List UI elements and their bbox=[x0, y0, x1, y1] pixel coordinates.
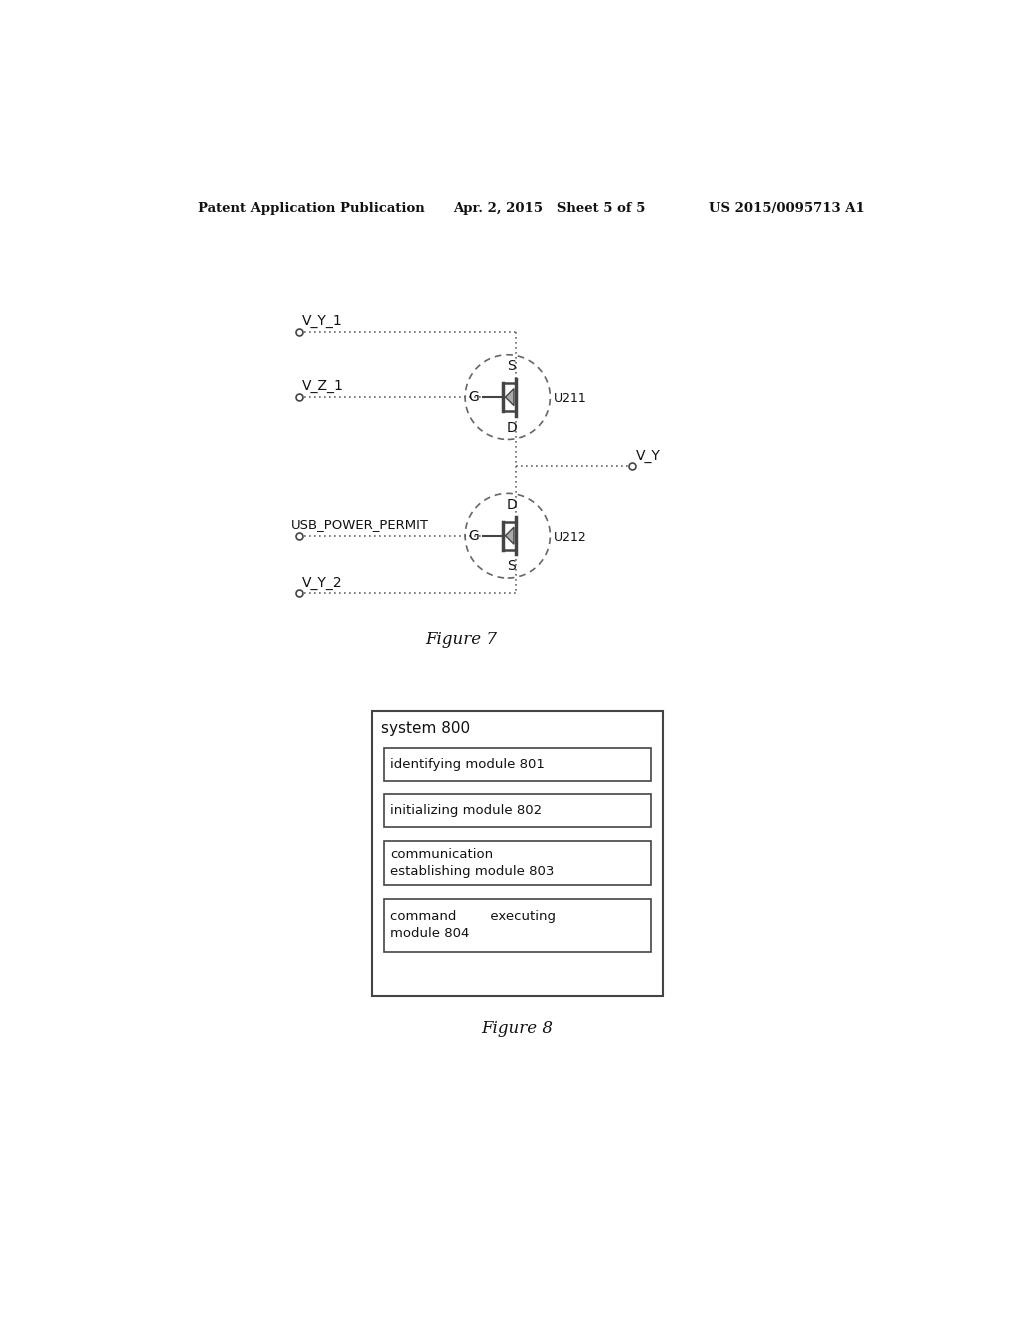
Bar bbox=[372, 711, 663, 997]
Text: S: S bbox=[507, 560, 516, 573]
Bar bbox=[384, 795, 651, 826]
Text: V_Y_1: V_Y_1 bbox=[302, 314, 343, 327]
Text: D: D bbox=[506, 498, 517, 512]
Text: V_Z_1: V_Z_1 bbox=[302, 379, 344, 393]
Text: D: D bbox=[506, 421, 517, 434]
Text: communication
establishing module 803: communication establishing module 803 bbox=[390, 847, 554, 878]
Text: G: G bbox=[468, 391, 479, 404]
Text: V_Y_2: V_Y_2 bbox=[302, 576, 343, 590]
Text: V_Y: V_Y bbox=[636, 449, 660, 462]
Text: Figure 7: Figure 7 bbox=[425, 631, 498, 648]
Text: U211: U211 bbox=[554, 392, 586, 405]
Bar bbox=[384, 899, 651, 952]
Text: G: G bbox=[468, 529, 479, 543]
Text: identifying module 801: identifying module 801 bbox=[390, 758, 545, 771]
Text: initializing module 802: initializing module 802 bbox=[390, 804, 542, 817]
Text: command        executing
module 804: command executing module 804 bbox=[390, 911, 556, 940]
Text: Figure 8: Figure 8 bbox=[481, 1020, 553, 1038]
Polygon shape bbox=[506, 388, 514, 405]
Text: S: S bbox=[507, 359, 516, 374]
Polygon shape bbox=[506, 527, 514, 544]
Text: Patent Application Publication: Patent Application Publication bbox=[198, 202, 425, 215]
Text: USB_POWER_PERMIT: USB_POWER_PERMIT bbox=[291, 519, 429, 532]
Bar bbox=[384, 748, 651, 780]
Text: system 800: system 800 bbox=[381, 721, 471, 735]
Bar bbox=[384, 841, 651, 886]
Text: Apr. 2, 2015   Sheet 5 of 5: Apr. 2, 2015 Sheet 5 of 5 bbox=[454, 202, 646, 215]
Text: U212: U212 bbox=[554, 531, 586, 544]
Text: US 2015/0095713 A1: US 2015/0095713 A1 bbox=[710, 202, 865, 215]
